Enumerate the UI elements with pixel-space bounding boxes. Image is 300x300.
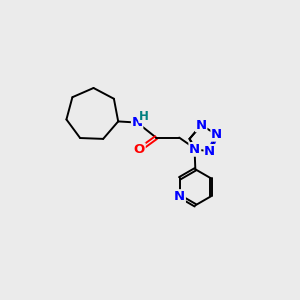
Text: N: N [211, 128, 222, 141]
Text: N: N [204, 145, 215, 158]
Text: N: N [189, 143, 200, 156]
Text: H: H [139, 110, 149, 123]
Text: O: O [134, 143, 145, 156]
Text: S: S [191, 142, 201, 156]
Text: N: N [196, 118, 207, 132]
Text: N: N [174, 190, 185, 203]
Text: N: N [132, 116, 143, 129]
